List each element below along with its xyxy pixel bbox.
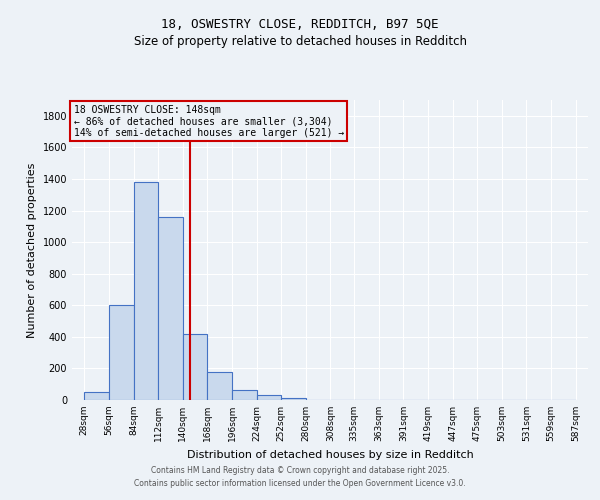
Bar — [281, 398, 306, 400]
Y-axis label: Number of detached properties: Number of detached properties — [27, 162, 37, 338]
Text: Contains HM Land Registry data © Crown copyright and database right 2025.
Contai: Contains HM Land Registry data © Crown c… — [134, 466, 466, 487]
Bar — [109, 306, 134, 400]
Bar — [134, 182, 158, 400]
Bar — [232, 390, 257, 400]
X-axis label: Distribution of detached houses by size in Redditch: Distribution of detached houses by size … — [187, 450, 473, 460]
Bar — [85, 392, 109, 400]
Bar — [158, 217, 183, 400]
Bar — [183, 334, 208, 400]
Text: 18, OSWESTRY CLOSE, REDDITCH, B97 5QE: 18, OSWESTRY CLOSE, REDDITCH, B97 5QE — [161, 18, 439, 30]
Text: Size of property relative to detached houses in Redditch: Size of property relative to detached ho… — [133, 35, 467, 48]
Bar — [208, 372, 232, 400]
Text: 18 OSWESTRY CLOSE: 148sqm
← 86% of detached houses are smaller (3,304)
14% of se: 18 OSWESTRY CLOSE: 148sqm ← 86% of detac… — [74, 104, 344, 138]
Bar — [257, 396, 281, 400]
